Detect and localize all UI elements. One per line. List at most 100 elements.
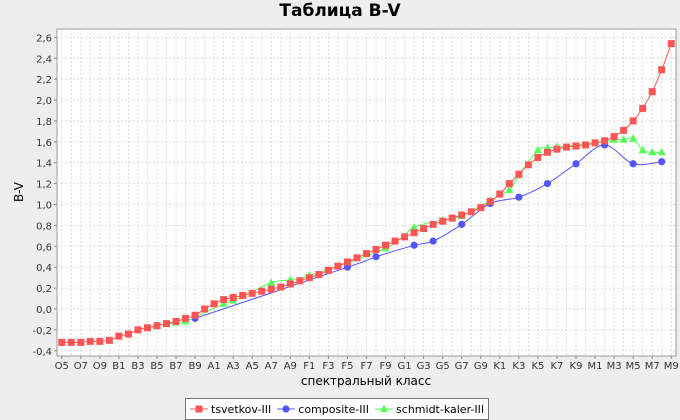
- data-point-triangle: [267, 278, 276, 286]
- data-point-square: [496, 190, 504, 198]
- x-tick-label: B1: [112, 361, 125, 372]
- data-point-square: [629, 117, 637, 125]
- x-tick-label: A9: [284, 361, 297, 372]
- y-axis-ticks: -0,4 -0,2 0,0 0,2 0,4 0,6 0,8 1,0 1,2 1,4 1,6 1,8 2,…: [32, 33, 57, 358]
- x-tick-label: O5: [55, 361, 69, 372]
- x-tick-label: M1: [588, 361, 603, 372]
- y-tick-label: -0,4: [32, 347, 52, 358]
- data-point-square: [67, 338, 75, 346]
- x-tick-label: G7: [455, 361, 469, 372]
- grid: [57, 29, 676, 356]
- data-point-square: [486, 197, 494, 205]
- data-point-square: [191, 311, 199, 319]
- data-point-square: [248, 289, 256, 297]
- legend-item: tsvetkov-III: [190, 403, 271, 416]
- y-tick-label: 2,6: [36, 33, 52, 44]
- y-tick-label: 0,8: [36, 221, 52, 232]
- x-tick-label: A3: [227, 361, 240, 372]
- series-layer: [58, 40, 675, 346]
- y-tick-label: -0,2: [32, 326, 52, 337]
- data-point-triangle: [619, 135, 628, 143]
- x-axis-label: спектральный класс: [301, 374, 431, 388]
- data-point-circle: [572, 160, 580, 168]
- data-point-square: [410, 229, 418, 237]
- data-point-square: [96, 337, 104, 345]
- data-point-square: [343, 258, 351, 266]
- data-point-square: [134, 326, 142, 334]
- data-point-triangle: [410, 222, 419, 231]
- x-tick-label: K1: [493, 361, 506, 372]
- y-tick-label: 0,2: [36, 284, 52, 295]
- data-point-circle: [543, 180, 552, 188]
- data-point-square: [505, 180, 513, 188]
- x-tick-label: M3: [607, 361, 622, 372]
- data-point-square: [143, 324, 151, 332]
- y-tick-label: 0,0: [36, 305, 52, 316]
- x-tick-label: B9: [188, 361, 201, 372]
- data-point-triangle: [505, 185, 514, 193]
- data-point-square: [639, 104, 647, 112]
- series-tsvetkov-III: [58, 40, 675, 346]
- x-tick-label: A7: [265, 361, 278, 372]
- y-tick-label: 2,0: [36, 96, 52, 107]
- data-point-square: [524, 161, 532, 169]
- data-point-circle: [458, 220, 466, 228]
- data-point-square: [372, 245, 380, 253]
- data-point-square: [315, 271, 323, 279]
- data-point-square: [572, 142, 580, 150]
- chart-title: Таблица B-V: [279, 1, 401, 21]
- legend-label: tsvetkov-III: [211, 402, 272, 416]
- y-tick-label: 1,6: [36, 138, 52, 149]
- data-point-square: [420, 225, 428, 233]
- legend-label: composite-III: [298, 402, 370, 416]
- y-tick-label: 2,4: [36, 54, 52, 65]
- data-point-triangle: [648, 147, 657, 156]
- data-point-triangle: [380, 404, 389, 412]
- data-point-square: [401, 233, 409, 241]
- y-tick-label: 0,4: [36, 263, 52, 274]
- data-point-square: [296, 277, 304, 285]
- data-point-square: [239, 291, 247, 299]
- data-point-square: [553, 145, 561, 153]
- data-point-square: [610, 133, 618, 141]
- data-point-square: [115, 332, 123, 340]
- data-point-square: [258, 287, 266, 295]
- data-point-square: [515, 170, 523, 178]
- data-point-circle: [282, 405, 290, 413]
- data-point-square: [201, 305, 209, 313]
- data-point-square: [163, 320, 171, 328]
- data-point-square: [591, 139, 599, 147]
- data-point-square: [458, 211, 466, 219]
- data-point-square: [277, 283, 285, 291]
- data-point-triangle: [638, 145, 647, 154]
- data-point-square: [382, 241, 390, 249]
- x-axis-ticks: O5 O7 O9 B1 B3 B5 B7 B9 A1 A3 A5 A7 A9 F1 F3 F5 F7 F9 G1 G3…: [55, 356, 679, 372]
- data-point-square: [353, 254, 361, 262]
- x-tick-label: F7: [360, 361, 372, 372]
- legend-label: schmidt-kaler-III: [396, 402, 485, 416]
- data-point-square: [562, 143, 570, 151]
- y-tick-label: 1,8: [36, 117, 52, 128]
- data-point-square: [286, 280, 294, 288]
- data-point-square: [582, 141, 590, 149]
- x-tick-label: G3: [417, 361, 431, 372]
- legend-swatch: [375, 404, 394, 412]
- data-point-square: [391, 237, 399, 245]
- x-tick-label: M9: [664, 361, 679, 372]
- data-point-circle: [515, 193, 523, 201]
- x-tick-label: M5: [626, 361, 641, 372]
- x-tick-label: G5: [436, 361, 450, 372]
- x-tick-label: B5: [150, 361, 163, 372]
- data-point-square: [124, 330, 132, 338]
- y-tick-label: 2,2: [36, 75, 52, 86]
- x-tick-label: O7: [74, 361, 88, 372]
- data-point-square: [439, 217, 447, 225]
- data-point-square: [534, 154, 542, 162]
- data-point-square: [195, 405, 203, 413]
- x-tick-label: F5: [341, 361, 353, 372]
- data-point-circle: [410, 241, 418, 249]
- data-point-square: [477, 204, 485, 212]
- data-point-square: [153, 322, 161, 330]
- x-tick-label: F3: [322, 361, 334, 372]
- legend-swatch: [277, 405, 296, 413]
